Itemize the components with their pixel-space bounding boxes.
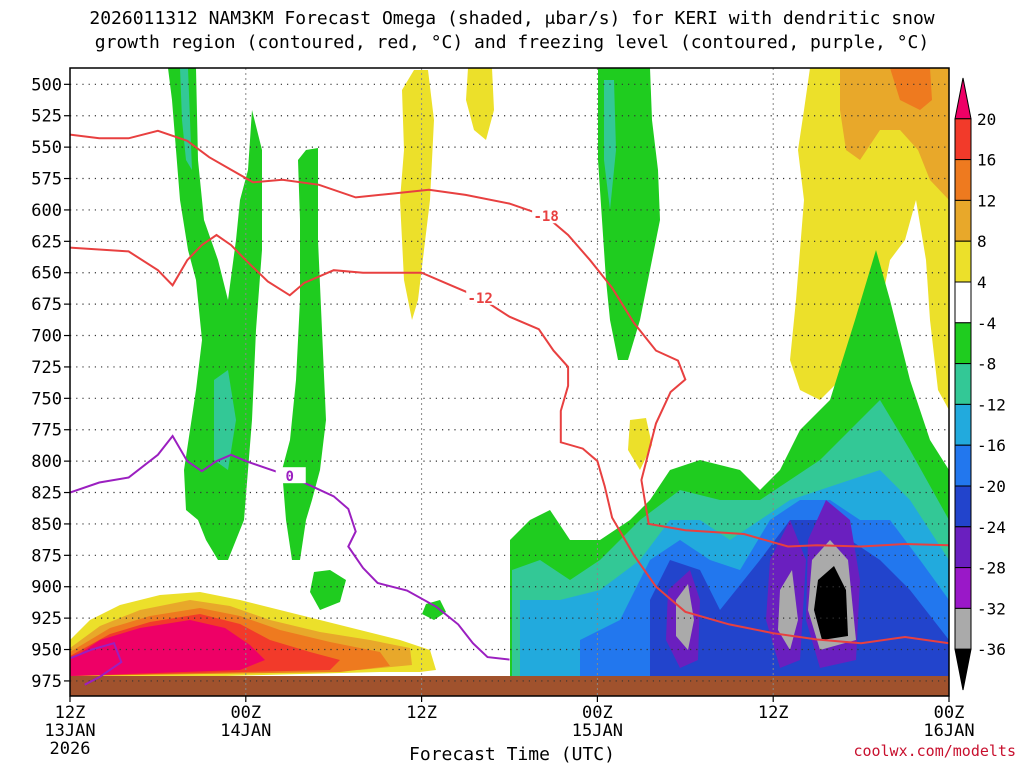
colorbar-segment — [954, 444, 972, 487]
omega-region-neg8-d — [422, 600, 446, 620]
omega-region-pos4-b — [466, 68, 494, 140]
x-tick-date: 15JAN — [572, 721, 623, 741]
grid — [70, 68, 949, 696]
colorbar-segment — [954, 607, 972, 650]
contour-line — [70, 233, 949, 645]
y-axis: 500 525 550 575 600 625 650 675 700 725 750 775 800 8… — [31, 75, 70, 692]
contour-line — [70, 129, 949, 548]
contour-label-bg — [275, 467, 306, 484]
colorbar-label: -28 — [977, 559, 1006, 578]
omega-region-pos12-a — [890, 68, 932, 110]
y-tick-label: 525 — [31, 107, 62, 127]
plot-frame — [69, 67, 950, 697]
colorbar-segment — [954, 567, 972, 609]
y-tick-label: 975 — [31, 672, 62, 692]
omega-region-neg32-a — [676, 584, 694, 650]
contour-label: 0 — [286, 469, 294, 485]
x-axis-label: Forecast Time (UTC) — [409, 744, 615, 765]
omega-shading — [70, 68, 949, 696]
contour-line — [70, 641, 123, 686]
y-tick-label: 875 — [31, 546, 62, 566]
colorbar-segment — [954, 648, 972, 691]
omega-region-neg12-c — [604, 80, 616, 210]
y-tick-label: 600 — [31, 201, 62, 221]
y-tick-label: 675 — [31, 295, 62, 315]
omega-region-neg8-b — [282, 148, 326, 560]
chart-title-line-1: 2026011312 NAM3KM Forecast Omega (shaded… — [89, 8, 935, 29]
omega-region-pos20-a — [70, 620, 265, 676]
omega-region-pos4-a — [400, 70, 434, 320]
omega-region-neg12-a — [180, 68, 192, 170]
ground-terrain — [70, 676, 949, 696]
y-tick-label: 625 — [31, 232, 62, 252]
y-tick-label: 925 — [31, 609, 62, 629]
colorbar-segment — [954, 403, 972, 446]
x-tick-label: 00Z — [582, 703, 613, 723]
colorbar-label: -36 — [977, 640, 1006, 659]
colorbar-segment — [954, 240, 972, 283]
x-tick-label: 12Z — [406, 703, 437, 723]
y-tick-label: 825 — [31, 484, 62, 504]
x-tick-date: 13JAN — [44, 721, 95, 741]
y-tick-label: 650 — [31, 264, 62, 284]
colorbar-label: 20 — [977, 110, 996, 129]
colorbar-segment — [954, 159, 972, 201]
omega-region-pos4-c — [628, 418, 652, 470]
colorbar-segment — [954, 118, 972, 161]
colorbar-segment — [954, 363, 972, 405]
colorbar-label: 16 — [977, 151, 996, 170]
contour-label-bg — [466, 288, 497, 305]
y-tick-label: 775 — [31, 421, 62, 441]
omega-region-neg8-c — [310, 570, 346, 610]
omega-region-pos4-d — [790, 68, 949, 410]
x-tick-label: 00Z — [934, 703, 965, 723]
x-tick-label: 12Z — [55, 703, 86, 723]
contour-lines: -18 -12 0 — [70, 129, 949, 686]
omega-region-neg32-b — [778, 570, 798, 650]
y-tick-label: 750 — [31, 389, 62, 409]
colorbar-label: 4 — [977, 273, 987, 292]
y-tick-label: 700 — [31, 327, 62, 347]
y-tick-label: 575 — [31, 170, 62, 190]
colorbar-segment — [954, 281, 972, 324]
colorbar-label: -16 — [977, 436, 1006, 455]
x-tick-label: 12Z — [758, 703, 789, 723]
colorbar: 20 16 12 8 4 -4 -8 -12 -16 -20 -24 -28 -32 -36 — [954, 77, 1006, 691]
x-tick-date: 14JAN — [220, 721, 271, 741]
colorbar-label: -20 — [977, 477, 1006, 496]
y-tick-label: 950 — [31, 641, 62, 661]
omega-region-neg36-a — [814, 566, 848, 640]
colorbar-segment — [954, 322, 972, 365]
colorbar-label: -4 — [977, 314, 996, 333]
x-tick-label: 00Z — [230, 703, 261, 723]
x-tick-date: 16JAN — [923, 721, 974, 741]
omega-region-neg12-b — [214, 370, 236, 470]
colorbar-segment — [954, 526, 972, 569]
colorbar-segment — [954, 485, 972, 528]
chart-title-line-2: growth region (contoured, red, °C) and f… — [94, 32, 930, 53]
y-tick-label: 850 — [31, 515, 62, 535]
contour-label-bg — [532, 207, 563, 224]
colorbar-segment — [954, 77, 972, 120]
y-tick-label: 500 — [31, 75, 62, 95]
omega-region-neg8-a — [168, 68, 262, 560]
y-tick-label: 550 — [31, 138, 62, 158]
y-tick-label: 725 — [31, 358, 62, 378]
y-tick-label: 800 — [31, 452, 62, 472]
contour-line — [70, 434, 510, 661]
colorbar-label: 12 — [977, 191, 996, 210]
colorbar-label: 8 — [977, 232, 987, 251]
x-tick-year: 2026 — [50, 739, 91, 759]
contour-label: -12 — [468, 291, 493, 307]
colorbar-label: -12 — [977, 395, 1006, 414]
colorbar-label: -32 — [977, 599, 1006, 618]
colorbar-label: -8 — [977, 355, 996, 374]
y-tick-label: 900 — [31, 578, 62, 598]
credit-text: coolwx.com/modelts — [853, 742, 1016, 760]
colorbar-segment — [954, 199, 972, 242]
colorbar-label: -24 — [977, 518, 1006, 537]
contour-label: -18 — [533, 209, 558, 225]
